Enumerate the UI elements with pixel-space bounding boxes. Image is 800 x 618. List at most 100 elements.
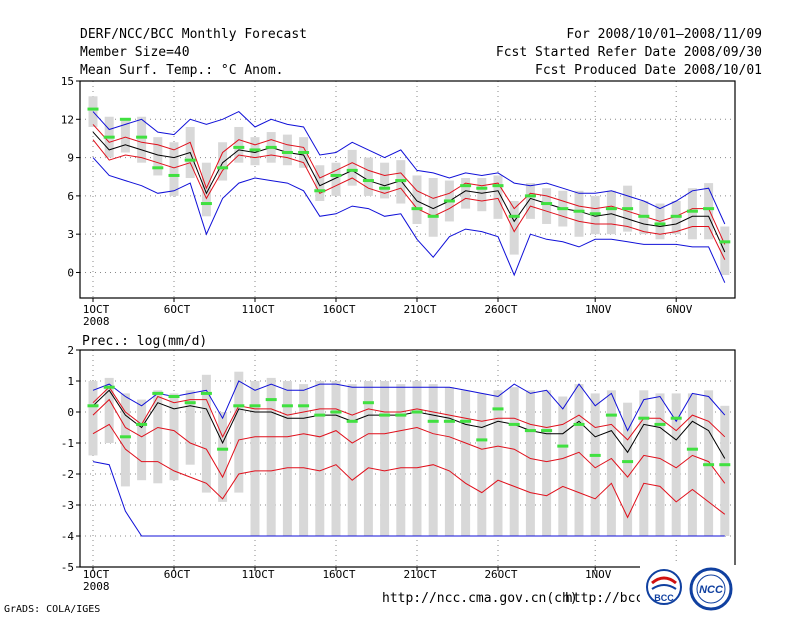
series-mean-line xyxy=(92,389,726,459)
series-max-line xyxy=(92,111,726,225)
series-min-line xyxy=(92,157,726,283)
observed-marker xyxy=(411,410,423,414)
ncc-logo-icon: NCC xyxy=(689,567,733,611)
spread-box xyxy=(104,377,114,443)
observed-marker xyxy=(168,173,180,177)
spread-box xyxy=(509,387,519,536)
spread-box xyxy=(525,183,535,219)
spread-box xyxy=(120,119,130,153)
url-ncc[interactable]: http://ncc.cma.gov.cn(ch) xyxy=(382,591,578,606)
observed-marker xyxy=(524,429,536,433)
observed-marker xyxy=(411,207,423,211)
observed-marker xyxy=(443,419,455,423)
observed-marker xyxy=(605,207,617,211)
observed-marker xyxy=(200,202,212,206)
series-max-line xyxy=(92,380,726,432)
spread-box xyxy=(201,374,211,493)
observed-marker xyxy=(460,419,472,423)
spread-box xyxy=(428,178,438,237)
spread-box xyxy=(493,390,503,536)
observed-marker xyxy=(492,184,504,188)
spread-box xyxy=(266,377,276,536)
spread-box xyxy=(639,390,649,536)
spread-box xyxy=(234,371,244,493)
observed-marker xyxy=(427,214,439,218)
grads-credit: GrADS: COLA/IGES xyxy=(4,604,101,615)
x-tick-label: 16OCT xyxy=(322,568,355,581)
observed-marker xyxy=(217,447,229,451)
y-tick-label: 15 xyxy=(61,75,74,88)
observed-marker xyxy=(281,150,293,154)
observed-marker xyxy=(265,398,277,402)
observed-marker xyxy=(638,214,650,218)
x-tick-label: 6OCT xyxy=(164,303,191,316)
x-tick-label: 21OCT xyxy=(403,303,436,316)
svg-text:BCC: BCC xyxy=(654,593,674,603)
x-tick-label: 16OCT xyxy=(322,303,355,316)
spread-box xyxy=(315,165,325,201)
spread-box xyxy=(331,381,341,536)
spread-box xyxy=(704,390,714,536)
spread-box xyxy=(137,399,147,481)
observed-marker xyxy=(443,199,455,203)
observed-marker xyxy=(330,410,342,414)
spread-box xyxy=(363,381,373,536)
bcc-logo-icon: BCC xyxy=(646,569,682,605)
spread-box xyxy=(461,390,471,536)
observed-marker xyxy=(103,385,115,389)
url-bcc[interactable]: http://bcc.c xyxy=(565,591,659,606)
observed-marker xyxy=(395,179,407,183)
observed-marker xyxy=(281,404,293,408)
x-year-label: 2008 xyxy=(83,315,110,328)
observed-marker xyxy=(330,173,342,177)
observed-marker xyxy=(233,404,245,408)
observed-marker xyxy=(346,168,358,172)
observed-marker xyxy=(541,429,553,433)
spread-box xyxy=(590,393,600,536)
series-min-line xyxy=(92,461,725,537)
spread-box xyxy=(428,384,438,536)
y-tick-label: 9 xyxy=(67,152,74,165)
spread-box xyxy=(137,116,147,163)
spread-box xyxy=(88,381,98,456)
observed-marker xyxy=(589,212,601,216)
observed-marker xyxy=(136,135,148,139)
observed-marker xyxy=(119,117,131,121)
series-lower-line xyxy=(92,398,726,484)
observed-marker xyxy=(362,179,374,183)
x-tick-label: 26OCT xyxy=(484,303,517,316)
x-tick-label: 11OCT xyxy=(241,568,274,581)
observed-marker xyxy=(152,166,164,170)
x-tick-label: 1NOV xyxy=(585,568,612,581)
spread-box xyxy=(282,381,292,536)
observed-marker xyxy=(573,209,585,213)
forecast-produced: Fcst Produced Date 2008/10/01 xyxy=(535,63,762,78)
spread-box xyxy=(218,412,228,502)
observed-marker xyxy=(476,438,488,442)
observed-marker xyxy=(168,395,180,398)
logo-area: BCC NCC xyxy=(640,565,736,613)
observed-marker xyxy=(557,444,569,448)
spread-box xyxy=(623,402,633,536)
series-mean-line xyxy=(92,131,726,253)
x-tick-label: 1OCT xyxy=(83,303,110,316)
chart-title: DERF/NCC/BCC Monthly Forecast xyxy=(80,27,307,42)
observed-marker xyxy=(589,453,601,457)
spread-box xyxy=(606,390,616,536)
y-tick-label: 0 xyxy=(67,406,74,419)
observed-marker xyxy=(719,463,731,467)
observed-marker xyxy=(638,416,650,420)
observed-marker xyxy=(703,207,715,211)
series-lower-line xyxy=(92,139,726,260)
observed-marker xyxy=(217,166,229,170)
observed-marker xyxy=(654,422,666,426)
spread-box xyxy=(542,188,552,224)
observed-marker xyxy=(622,207,634,211)
observed-marker xyxy=(703,463,715,467)
spread-box xyxy=(525,390,535,536)
observed-marker xyxy=(395,413,407,417)
spread-box xyxy=(493,175,503,219)
spread-box xyxy=(315,381,325,536)
spread-box xyxy=(153,137,163,176)
